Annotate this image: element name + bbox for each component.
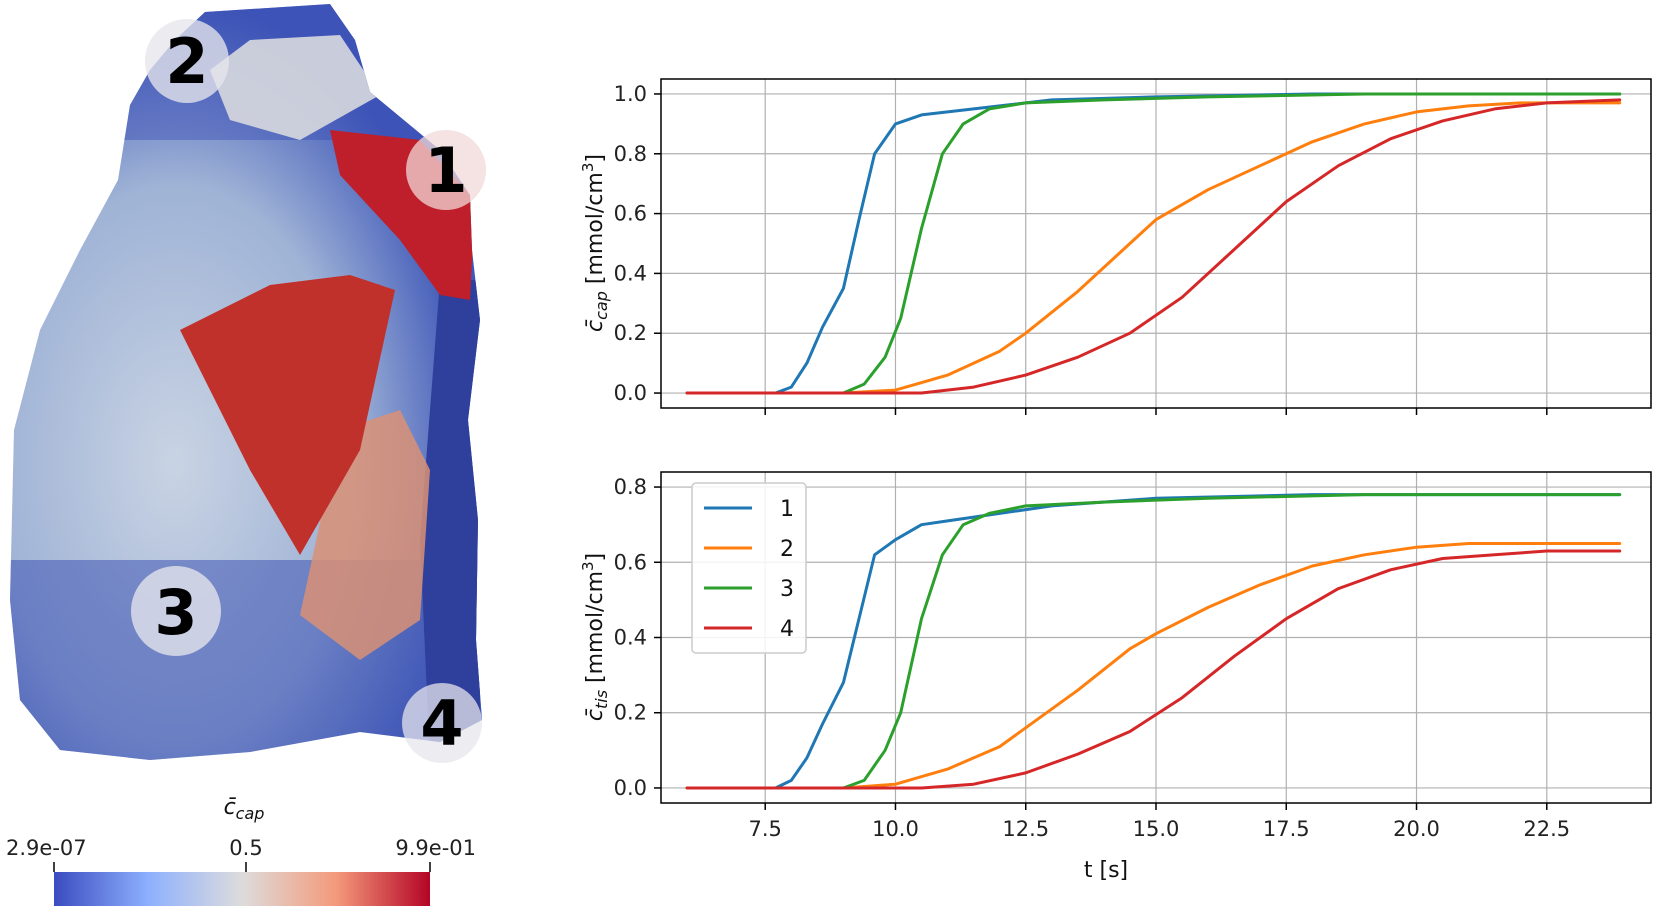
bottom-xtick-label: 17.5: [1263, 817, 1310, 841]
heart-marker-1-label: 1: [424, 134, 467, 207]
heart-marker-4-label: 4: [420, 687, 463, 760]
top-series-4-line: [685, 98, 1622, 395]
top-ytick-label: 0.6: [614, 202, 647, 226]
bottom-chart-lines: [685, 493, 1622, 790]
bottom-ytick-label: 0.8: [614, 475, 647, 499]
heart-marker-4: 4: [402, 683, 482, 763]
top-chart-ylabel: c̄cap [mmol/cm3]: [579, 154, 611, 332]
legend-label-2: 2: [780, 537, 794, 562]
top-chart-grid: [661, 79, 1651, 408]
heart-marker-2: 2: [145, 19, 229, 103]
top-ytick-label: 0.0: [614, 381, 647, 405]
bottom-xtick-label: 20.0: [1393, 817, 1440, 841]
bottom-series-2-line: [685, 542, 1622, 790]
bottom-xtick-label: 12.5: [1002, 817, 1049, 841]
heart-surface: [10, 4, 482, 760]
top-ytick-label: 0.8: [614, 142, 647, 166]
legend-box: [691, 482, 807, 654]
heart-marker-3-label: 3: [154, 576, 197, 649]
bottom-xtick-label: 10.0: [872, 817, 919, 841]
bottom-chart-ticks: 7.5 10.0 12.5 15.0 17.5 20.0 22.5 0.0 0.2 0.4 0.6 0…: [614, 475, 1571, 841]
top-chart-lines: [685, 92, 1622, 395]
heart-marker-2-label: 2: [165, 25, 208, 98]
bottom-series-4-line: [685, 549, 1622, 790]
heart-marker-3: 3: [131, 566, 221, 656]
bottom-xtick-label: 22.5: [1523, 817, 1570, 841]
bottom-ytick-label: 0.4: [614, 626, 647, 650]
bottom-series-1-line: [685, 493, 1622, 790]
bottom-ytick-label: 0.0: [614, 776, 647, 800]
legend-label-3: 3: [780, 577, 794, 602]
colorbar-min-label: 2.9e-07: [6, 836, 87, 860]
colorbar-gradient: [54, 872, 430, 906]
top-ytick-label: 0.2: [614, 321, 647, 345]
legend-label-4: 4: [780, 617, 794, 642]
colorbar-mid-label: 0.5: [229, 836, 262, 860]
bottom-xtick-label: 15.0: [1133, 817, 1180, 841]
colorbar-max-label: 9.9e-01: [395, 836, 476, 860]
bottom-series-3-line: [685, 493, 1622, 790]
top-series-1-line: [685, 92, 1622, 395]
colorbar-title: c̄cap: [224, 795, 265, 823]
bottom-ytick-label: 0.6: [614, 550, 647, 574]
bottom-chart-ylabel: c̄tis [mmol/cm3]: [579, 553, 611, 721]
top-series-3-line: [685, 92, 1622, 395]
top-ytick-label: 1.0: [614, 82, 647, 106]
legend: 1 2 3 4: [691, 482, 807, 654]
colorbar: c̄cap 2.9e-07 0.5 9.9e-01: [6, 795, 476, 906]
bottom-ytick-label: 0.2: [614, 701, 647, 725]
top-chart: 0.0 0.2 0.4 0.6 0.8 1.0 c̄cap [mmol/cm3]: [579, 78, 1652, 415]
heart-marker-1: 1: [406, 130, 486, 210]
bottom-chart-xlabel: t [s]: [1084, 858, 1128, 883]
legend-label-1: 1: [780, 497, 794, 522]
top-series-2-line: [685, 101, 1622, 395]
top-chart-ticks: 0.0 0.2 0.4 0.6 0.8 1.0: [614, 82, 1548, 415]
bottom-xtick-label: 7.5: [749, 817, 782, 841]
bottom-chart: 7.5 10.0 12.5 15.0 17.5 20.0 22.5 0.0 0.2 0.4 0.6 0…: [579, 471, 1652, 883]
top-ytick-label: 0.4: [614, 261, 647, 285]
